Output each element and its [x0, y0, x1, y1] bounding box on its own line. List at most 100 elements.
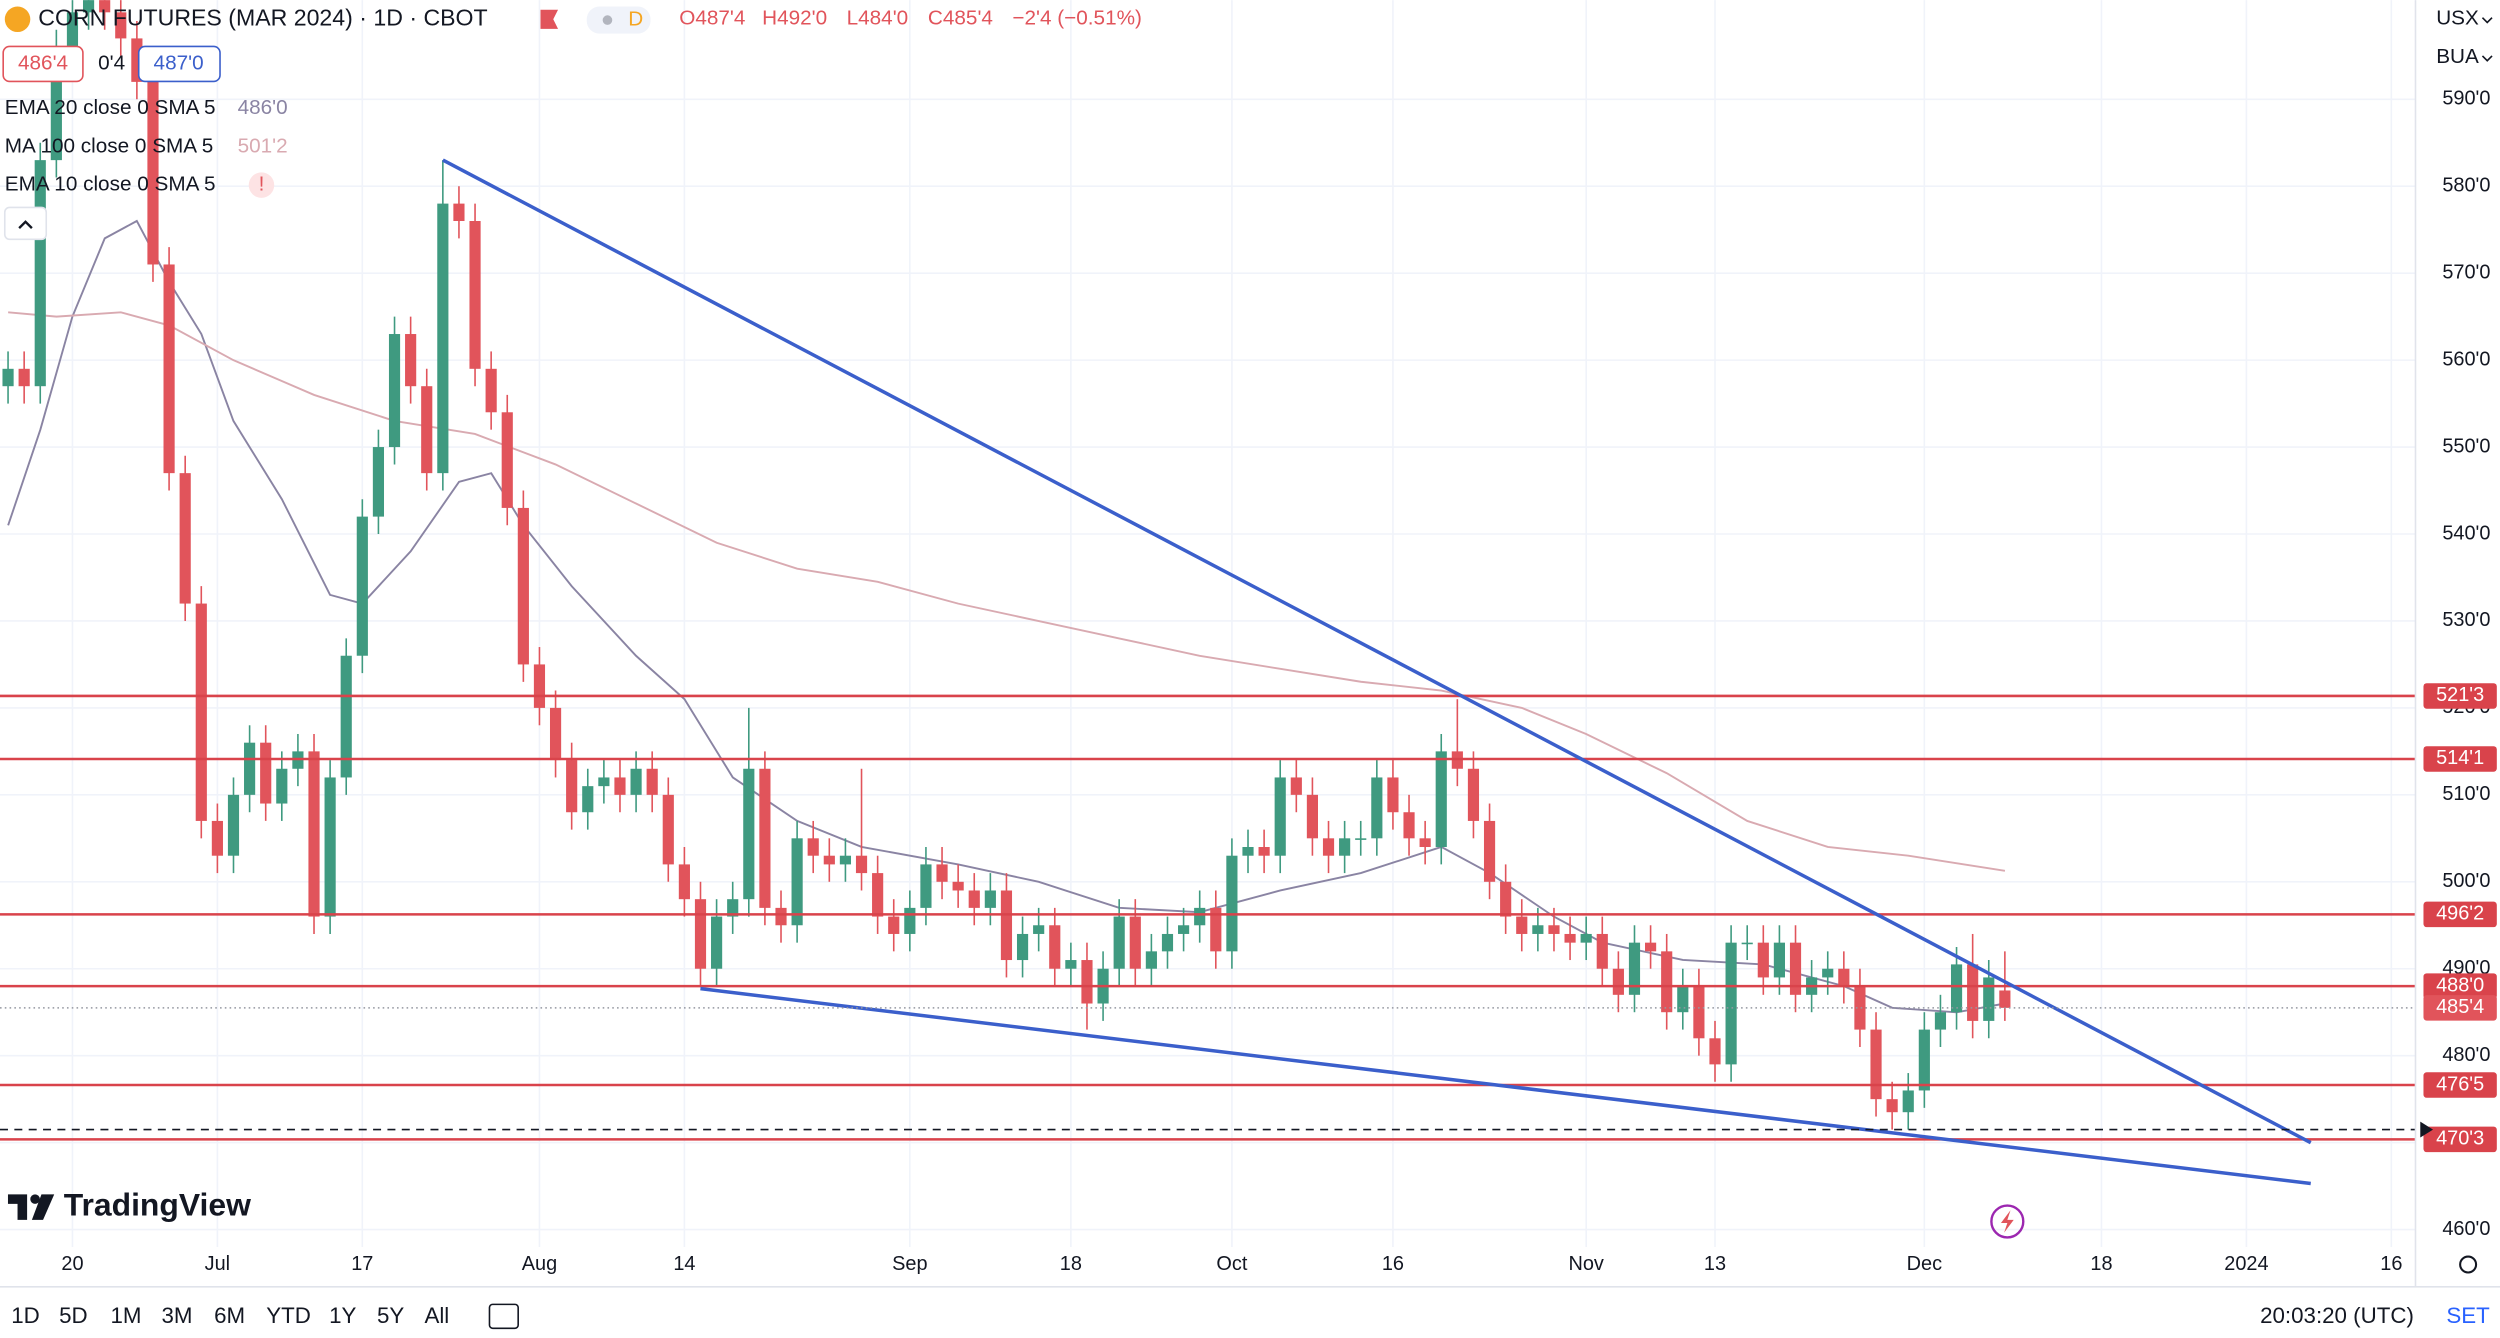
candle-body	[888, 916, 900, 934]
x-tick-label: 18	[1060, 1253, 1082, 1275]
legend-ma100[interactable]: MA 100 close 0 SMA 5	[5, 134, 213, 157]
axes: 590'0580'0570'0560'0550'0540'0530'0520'0…	[61, 88, 2497, 1275]
legend-ema20[interactable]: EMA 20 close 0 SMA 5	[5, 96, 216, 119]
level-tag	[2423, 1072, 2497, 1098]
range-button[interactable]: 1D	[11, 1303, 40, 1328]
candle-body	[1709, 1038, 1721, 1065]
candle-body	[453, 203, 465, 221]
y-tick-label: 460'0	[2442, 1218, 2490, 1240]
candle-body	[855, 855, 868, 874]
chevron	[2481, 17, 2493, 24]
candle-body	[1532, 925, 1544, 934]
candle-body	[1081, 960, 1093, 1004]
spread: 0'4	[98, 51, 125, 74]
candle-body	[791, 838, 803, 926]
x-tick-label: 16	[2380, 1253, 2402, 1275]
logo: TradingView	[64, 1187, 251, 1223]
candle-body	[485, 368, 497, 413]
candle-body	[839, 855, 852, 865]
candle-body	[1467, 768, 1480, 821]
level-tag-label: 488'0	[2436, 974, 2484, 996]
candle-body	[1371, 777, 1383, 839]
session[interactable]: SET	[2446, 1303, 2490, 1328]
candle-body	[775, 907, 787, 926]
candle-body	[405, 334, 417, 387]
candle-body	[582, 786, 594, 813]
logo-mark	[7, 1194, 55, 1220]
legend-ema10[interactable]: EMA 10 close 0 SMA 5	[5, 173, 216, 196]
candle-body	[1516, 916, 1528, 934]
bid: 486'4	[18, 51, 68, 74]
ohlc-close: C485'4	[928, 7, 993, 30]
candle-body	[179, 473, 191, 604]
candle-body	[276, 768, 288, 804]
x-tick-label: 13	[1704, 1253, 1726, 1275]
candle-body	[1870, 1029, 1882, 1100]
candle-body	[1145, 951, 1157, 969]
candle-body	[1129, 916, 1141, 969]
candle-body	[904, 907, 916, 934]
candle-body	[1435, 751, 1447, 848]
legend-ma100-value: 501'2	[238, 134, 288, 157]
x-tick-label: Sep	[892, 1253, 927, 1275]
candle-body	[533, 664, 546, 708]
candle-body	[99, 0, 111, 13]
currency[interactable]: USX	[2436, 7, 2479, 30]
alert-icon[interactable]	[1990, 1204, 2025, 1239]
candle-body	[1355, 838, 1367, 840]
candle-body	[1419, 838, 1431, 848]
candle-body	[66, 12, 79, 48]
candle-body	[1950, 964, 1963, 1013]
range-button[interactable]: 5Y	[377, 1303, 404, 1328]
candle-body	[1854, 986, 1866, 1030]
candle-body	[147, 81, 159, 265]
candle-body	[1306, 794, 1319, 839]
ask: 487'0	[154, 51, 204, 74]
range-button[interactable]: 6M	[214, 1303, 245, 1328]
alert-bolt	[2000, 1210, 2014, 1233]
trendline	[700, 986, 2311, 1186]
settings-icon[interactable]	[2459, 1255, 2478, 1274]
candle-body	[743, 768, 755, 900]
range-button[interactable]: 5D	[59, 1303, 88, 1328]
candle-body	[1194, 907, 1206, 926]
range-button[interactable]: All	[424, 1303, 449, 1328]
symbol-title[interactable]: CORN FUTURES (MAR 2024) · 1D · CBOT	[38, 4, 487, 30]
range-button[interactable]: YTD	[266, 1303, 311, 1328]
level-tag-label: 470'3	[2436, 1128, 2484, 1150]
candle-body	[968, 890, 980, 908]
collapse-icon	[18, 220, 33, 229]
ask-box[interactable]	[137, 45, 221, 83]
level-tag	[2423, 1126, 2497, 1153]
candle-body	[517, 507, 529, 665]
candle-body	[1580, 933, 1592, 943]
chevron	[2481, 55, 2493, 62]
x-tick-label: 17	[351, 1253, 373, 1275]
ohlc-low: L484'0	[847, 7, 909, 30]
x-tick-label: Oct	[1216, 1253, 1247, 1275]
candle-body	[1258, 847, 1270, 856]
warning[interactable]: !	[259, 173, 265, 196]
candle-body	[1500, 881, 1512, 917]
flag-icon[interactable]	[540, 9, 559, 29]
range-button[interactable]: 3M	[161, 1303, 192, 1328]
y-tick-label: 540'0	[2442, 522, 2490, 544]
candle-body	[421, 386, 433, 474]
range-button[interactable]: 1Y	[329, 1303, 356, 1328]
candle-body	[82, 0, 95, 13]
candle-body	[34, 160, 46, 387]
candle-body	[1967, 964, 1979, 1021]
range-button[interactable]: 1M	[110, 1303, 141, 1328]
x-tick-label: 20	[61, 1253, 83, 1275]
candle-body	[1677, 986, 1689, 1013]
date-range-icon[interactable]	[488, 1303, 519, 1330]
bid-box[interactable]	[2, 45, 84, 83]
candle-body	[1387, 777, 1399, 813]
candle-body	[549, 707, 562, 761]
candle-body	[1725, 942, 1737, 1065]
candle-body	[372, 447, 385, 517]
level-tag	[2423, 973, 2497, 999]
unit[interactable]: BUA	[2436, 45, 2479, 68]
candle-body	[1564, 933, 1576, 943]
candle-body	[1548, 925, 1560, 934]
